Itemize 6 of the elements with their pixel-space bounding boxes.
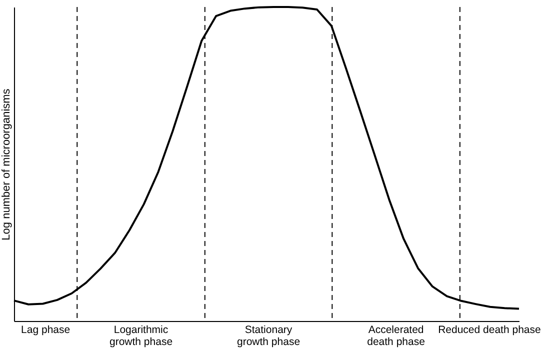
text: Logarithmic growth phase: [109, 324, 173, 348]
y-axis-title: Log number of microorganisms: [0, 88, 12, 240]
text: Stationary growth phase: [236, 324, 300, 348]
text: Accelerated death phase: [367, 324, 426, 348]
text: Reduced death phase: [438, 324, 541, 336]
text: Lag phase: [21, 324, 70, 336]
